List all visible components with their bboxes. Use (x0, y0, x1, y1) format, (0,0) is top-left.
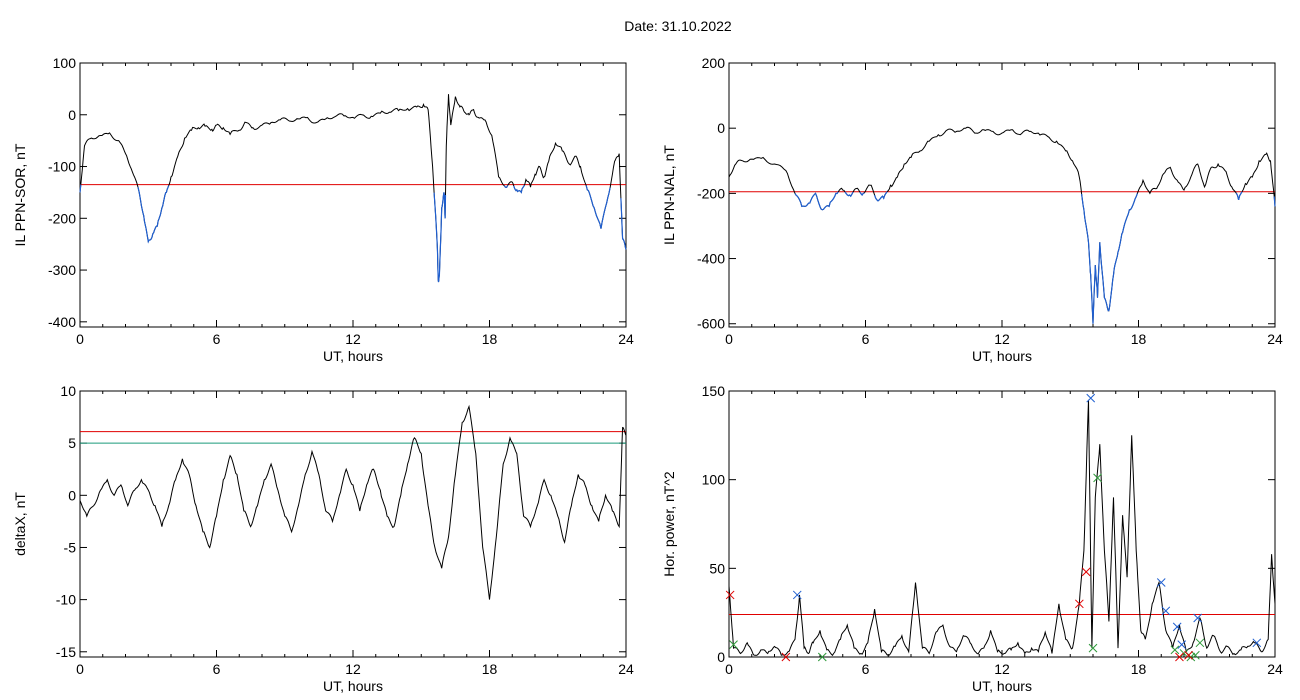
panel4-marker-green (1088, 643, 1098, 653)
panel3-ytick-label: 10 (60, 383, 76, 399)
panel1-ytick-label: 0 (68, 107, 76, 123)
panel2-below-threshold-segment (874, 191, 888, 202)
panel3-xtick-label: 18 (482, 661, 498, 677)
panel1-ylabel: IL PPN-SOR, nT (12, 143, 28, 246)
panel3-ytick-label: 5 (68, 435, 76, 451)
panel2-ytick-label: -200 (697, 185, 725, 201)
panel1-series-line (79, 94, 627, 283)
panel4-marker-green (1195, 638, 1205, 648)
panel3-ytick-label: 0 (68, 487, 76, 503)
panel2-ylabel: IL PPN-NAL, nT (661, 145, 677, 245)
panel4-marker-blue (1156, 578, 1166, 587)
panel4-marker-green (1170, 645, 1180, 655)
panel4-marker-blue (792, 590, 802, 600)
panel2-series-line (728, 126, 1276, 324)
panel4-marker-red (1081, 567, 1091, 577)
panel1-ytick-label: 100 (53, 55, 77, 71)
panel4-frame (728, 390, 1276, 658)
panel3-frame (79, 390, 627, 658)
panel4-series-line (728, 399, 1276, 657)
panel3-ylabel: deltaX, nT (12, 492, 28, 556)
panel4-xtick-label: 18 (1131, 661, 1147, 677)
panel2-xtick-label: 24 (1267, 331, 1283, 347)
panel4-ytick-label: 50 (709, 560, 725, 576)
panel4-ylabel: Hor. power, nT^2 (661, 471, 677, 577)
panel4-marker-red (1184, 650, 1193, 660)
panel1-frame (79, 62, 627, 328)
panel2-ytick-label: -400 (697, 251, 725, 267)
panel3-ytick-label: -15 (56, 644, 76, 660)
panel1-below-threshold-segment (433, 192, 447, 283)
panel3-xtick-label: 24 (618, 661, 634, 677)
panel2-xlabel: UT, hours (972, 348, 1032, 364)
panel4-ytick-label: 0 (717, 649, 725, 665)
panel2-xtick-label: 0 (725, 331, 733, 347)
panel3-series-line (79, 404, 627, 600)
panel4-marker-red (1175, 652, 1184, 662)
page-title: Date: 31.10.2022 (624, 18, 732, 34)
panel3-ytick-label: -5 (64, 539, 77, 555)
panel2-below-threshold-segment (1273, 196, 1276, 207)
panel4-ytick-label: 100 (702, 472, 726, 488)
panel1-xtick-label: 18 (482, 331, 498, 347)
panel2-below-threshold-segment (844, 191, 854, 198)
panel4-marker-blue (1252, 638, 1262, 648)
panel4-xtick-label: 12 (994, 661, 1010, 677)
panel4-ytick-label: 150 (702, 383, 726, 399)
panel2-xtick-label: 12 (994, 331, 1010, 347)
panel2-below-threshold-segment (1081, 193, 1138, 324)
panel3-xtick-label: 6 (213, 661, 221, 677)
panel4-marker-blue (1193, 613, 1203, 623)
panel4-xlabel: UT, hours (972, 678, 1032, 694)
panel3-ytick-label: -10 (56, 592, 76, 608)
panel4-marker-green (817, 652, 827, 662)
panel2-ytick-label: 0 (717, 120, 725, 136)
panel4-xtick-label: 6 (862, 661, 870, 677)
panel4-marker-blue (1086, 393, 1096, 403)
panel1-below-threshold-segment (620, 198, 627, 250)
panel4-xtick-label: 24 (1267, 661, 1283, 677)
panel1-below-threshold-segment (585, 185, 611, 229)
panel2-below-threshold-segment (859, 191, 865, 196)
panel1-ytick-label: -400 (48, 314, 76, 330)
panel1-below-threshold-segment (513, 184, 525, 194)
panel4-marker-green (1179, 649, 1189, 658)
panel2-ytick-label: -600 (697, 316, 725, 332)
panel4-marker-green (1093, 473, 1102, 483)
panel2-frame (728, 62, 1276, 328)
panel1-ytick-label: -100 (48, 159, 76, 175)
panel1-below-threshold-segment (79, 184, 82, 193)
panel4-marker-blue (1161, 606, 1171, 616)
panel4-marker-red (1074, 599, 1084, 609)
panel3-xtick-label: 0 (76, 661, 84, 677)
panel2-below-threshold-segment (794, 191, 839, 211)
panel1-xtick-label: 0 (76, 331, 84, 347)
panel3-xlabel: UT, hours (323, 678, 383, 694)
panel2-xtick-label: 6 (862, 331, 870, 347)
panel1-below-threshold-segment (503, 185, 509, 189)
panel4-marker-green (1191, 650, 1200, 660)
panel1-ytick-label: -200 (48, 210, 76, 226)
panel1-xtick-label: 6 (213, 331, 221, 347)
panel4-marker-red (725, 590, 735, 600)
panel2-xtick-label: 18 (1131, 331, 1147, 347)
panel2-below-threshold-segment (1235, 191, 1243, 201)
panel2-ytick-label: 200 (702, 55, 726, 71)
panel3-xtick-label: 12 (345, 661, 361, 677)
panel4-marker-green (729, 640, 738, 649)
panel1-xtick-label: 12 (345, 331, 361, 347)
panel1-below-threshold-segment (137, 185, 170, 244)
panel1-xlabel: UT, hours (323, 348, 383, 364)
panel4-xtick-label: 0 (725, 661, 733, 677)
panel1-xtick-label: 24 (618, 331, 634, 347)
panel4-marker-blue (1177, 640, 1187, 649)
panel1-ytick-label: -300 (48, 262, 76, 278)
panel4-marker-red (781, 652, 791, 662)
panel4-marker-blue (1172, 622, 1182, 632)
